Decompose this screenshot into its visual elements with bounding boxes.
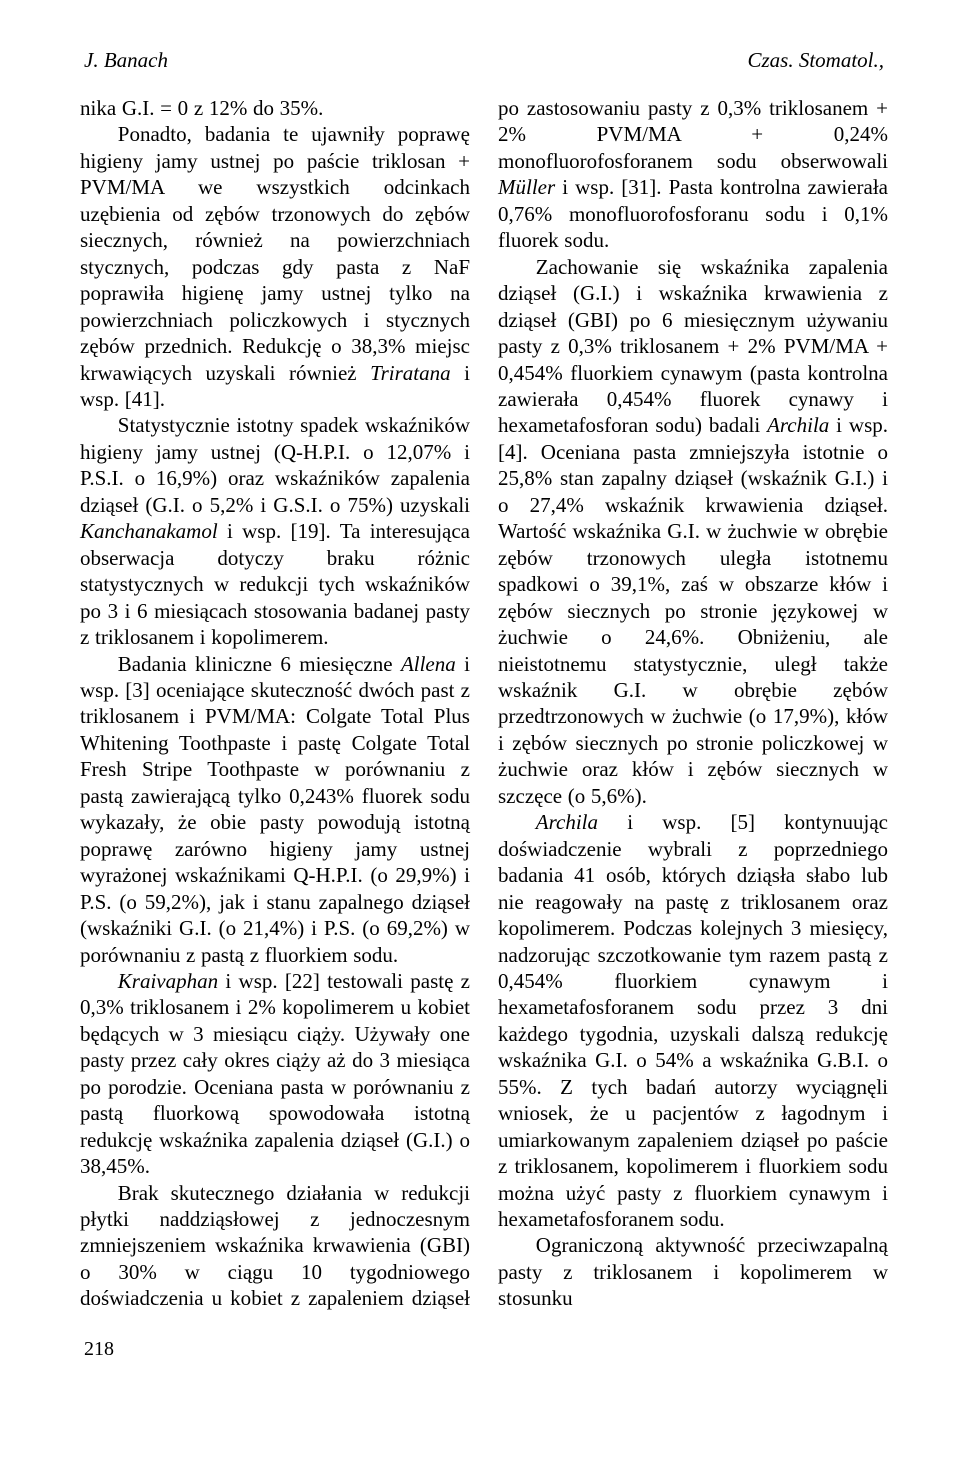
body-text: i wsp. [3] oceniające skuteczność dwóch … [80, 652, 470, 967]
body-text: i wsp. [4]. Oceniana pasta zmniejszyła i… [498, 413, 888, 807]
author-citation: Archila [767, 413, 829, 437]
body-text: Badania kliniczne 6 miesięczne [118, 652, 401, 676]
paragraph: Statystycznie istotny spadek wskaźników … [80, 412, 470, 650]
body-text: i wsp. [5] kontynuując doświadczenie wyb… [498, 810, 888, 1231]
body-text: Statystycznie istotny spadek wskaźników … [80, 413, 470, 516]
paragraph: nika G.I. = 0 z 12% do 35%. [80, 95, 470, 121]
paragraph: Ponadto, badania te ujawniły poprawę hig… [80, 121, 470, 412]
body-text: Zachowanie się wskaźnika zapalenia dziąs… [498, 255, 888, 438]
page-container: J. Banach Czas. Stomatol., nika G.I. = 0… [0, 0, 960, 1401]
paragraph: Ograniczoną aktywność przeciwzapalną pas… [498, 1232, 888, 1311]
body-text: i wsp. [22] testowali pastę z 0,3% trikl… [80, 969, 470, 1178]
header-author: J. Banach [84, 48, 168, 73]
author-citation: Allena [401, 652, 456, 676]
page-header: J. Banach Czas. Stomatol., [80, 48, 888, 73]
body-text: Ponadto, badania te ujawniły poprawę hig… [80, 122, 470, 384]
paragraph: Archila i wsp. [5] kontynuując doświadcz… [498, 809, 888, 1232]
paragraph: Badania kliniczne 6 miesięczne Allena i … [80, 651, 470, 968]
body-text: Ograniczoną aktywność przeciwzapalną pas… [498, 1233, 888, 1310]
body-columns: nika G.I. = 0 z 12% do 35%. Ponadto, bad… [80, 95, 888, 1312]
author-citation: Kanchanakamol [80, 519, 218, 543]
author-citation: Triratana [370, 361, 451, 385]
header-journal: Czas. Stomatol., [747, 48, 884, 73]
body-text: i wsp. [31]. Pasta kontrolna zawierała 0… [498, 175, 888, 252]
paragraph: Kraivaphan i wsp. [22] testowali pastę z… [80, 968, 470, 1180]
author-citation: Kraivaphan [118, 969, 218, 993]
paragraph: Zachowanie się wskaźnika zapalenia dziąs… [498, 254, 888, 810]
author-citation: Archila [536, 810, 598, 834]
body-text: nika G.I. = 0 z 12% do 35%. [80, 96, 323, 120]
page-number: 218 [80, 1338, 888, 1361]
author-citation: Müller [498, 175, 555, 199]
